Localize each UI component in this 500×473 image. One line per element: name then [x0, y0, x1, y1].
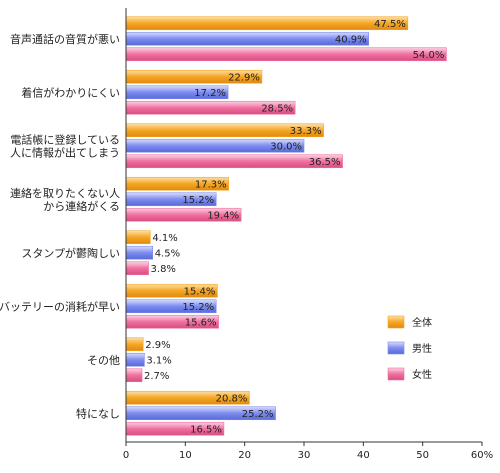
- x-tick-label: 60%: [471, 450, 493, 461]
- x-tick-label: 30: [298, 450, 311, 461]
- bar-value-label: 47.5%: [374, 19, 406, 30]
- bar-value-label: 33.3%: [290, 126, 322, 137]
- category-label: 音声通話の音質が悪い: [10, 32, 120, 46]
- bar-male: [125, 352, 145, 367]
- x-tick-label: 20: [238, 450, 251, 461]
- bars-group: 47.5% 40.9% 54.0% 22.9%17.2% 28.5% 33.3% 30.0%…: [125, 16, 447, 436]
- legend-label: 全体: [412, 316, 432, 329]
- category-label: 特になし: [76, 406, 120, 420]
- legend-swatch: [387, 315, 405, 329]
- bar-value-label: 19.4%: [207, 210, 239, 221]
- bar-value-label: 22.9%: [228, 72, 260, 83]
- x-tick-label: 40: [357, 450, 370, 461]
- category-label: 着信がわかりにくい: [21, 85, 120, 99]
- bar-value-label: 40.9%: [335, 34, 367, 45]
- bar-female: [125, 368, 143, 383]
- bar-all: [125, 16, 409, 31]
- bar-all: [125, 230, 151, 245]
- bar-value-label: 4.1%: [152, 233, 177, 244]
- bar-all: [125, 337, 144, 352]
- bar-value-label: 15.4%: [184, 286, 216, 297]
- category-label: スタンプが鬱陶しい: [21, 246, 120, 260]
- bar-female: [125, 47, 447, 62]
- bar-value-label: 28.5%: [261, 103, 293, 114]
- category-labels: 音声通話の音質が悪い着信がわかりにくい電話帳に登録している人に情報が出てしまう連…: [0, 32, 120, 421]
- bar-value-label: 2.9%: [145, 340, 170, 351]
- bar-value-label: 54.0%: [413, 50, 445, 61]
- legend-swatch: [387, 341, 405, 355]
- category-label: その他: [87, 354, 120, 367]
- bar-value-label: 15.6%: [185, 317, 217, 328]
- legend-swatch: [387, 367, 405, 381]
- bar-male: [125, 245, 154, 260]
- x-tick-label: 0: [123, 450, 129, 461]
- bar-value-label: 36.5%: [309, 157, 341, 168]
- bar-value-label: 16.5%: [190, 424, 222, 435]
- bar-value-label: 17.3%: [195, 179, 227, 190]
- x-axis: 0 10 20 30 40 50 60%: [123, 8, 493, 461]
- bar-value-label: 15.2%: [182, 302, 214, 313]
- bar-female: [125, 261, 149, 276]
- bar-value-label: 4.5%: [155, 248, 180, 259]
- legend-label: 男性: [412, 342, 432, 355]
- bar-value-label: 17.2%: [194, 88, 226, 99]
- category-label: バッテリーの消耗が早い: [0, 299, 120, 313]
- bar-value-label: 3.1%: [146, 355, 171, 366]
- bar-male: [125, 31, 369, 46]
- bar-value-label: 2.7%: [144, 371, 169, 382]
- bar-value-label: 20.8%: [216, 393, 248, 404]
- x-tick-label: 50: [416, 450, 429, 461]
- category-label: 電話帳に登録している人に情報が出てしまう: [10, 132, 120, 159]
- legend-label: 女性: [412, 368, 432, 381]
- category-label: 連絡を取りたくない人から連絡がくる: [10, 186, 120, 213]
- bar-value-label: 3.8%: [151, 264, 176, 275]
- bar-value-label: 15.2%: [182, 195, 214, 206]
- bar-value-label: 30.0%: [270, 141, 302, 152]
- x-tick-label: 10: [179, 450, 192, 461]
- bar-value-label: 25.2%: [242, 409, 274, 420]
